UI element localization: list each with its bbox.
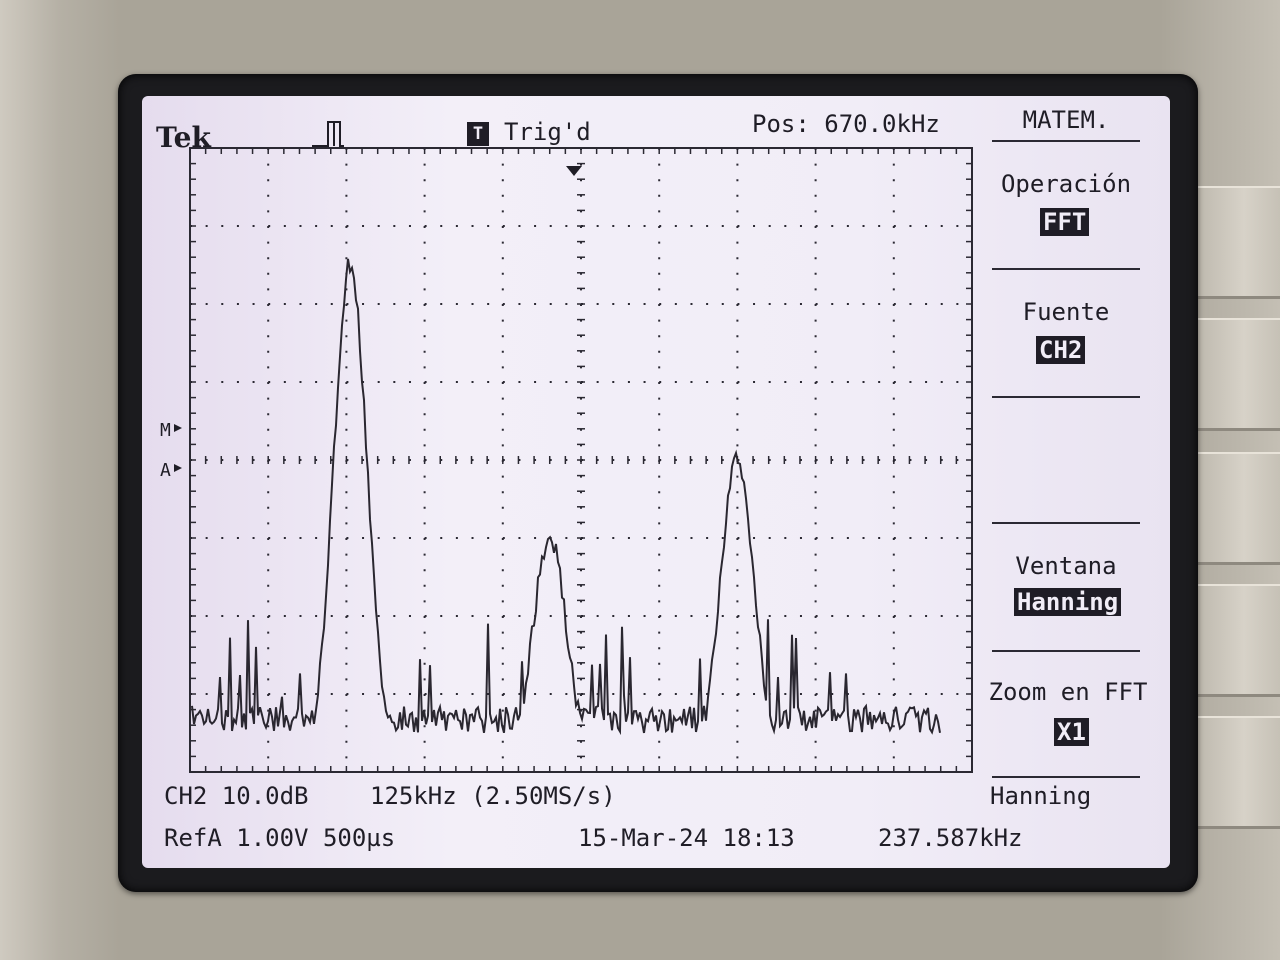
graticule: M A bbox=[160, 147, 973, 773]
menu-divider bbox=[992, 140, 1140, 142]
side-button-1[interactable] bbox=[1190, 186, 1280, 299]
ref-a-readout: RefA 1.00V 500µs bbox=[164, 824, 396, 852]
side-button-3[interactable] bbox=[1190, 452, 1280, 565]
trigger-badge: T bbox=[467, 122, 489, 146]
ref-a-marker: A bbox=[160, 460, 182, 481]
trigger-status: Trig'd bbox=[504, 118, 591, 146]
channel-scale-readout: CH2 10.0dB bbox=[164, 782, 309, 810]
ref-a-marker-label: A bbox=[160, 460, 171, 481]
oscilloscope-screen: Tek T Trig'd Pos: 670.0kHz M A MATEM. Op… bbox=[142, 96, 1170, 868]
window-value[interactable]: Hanning bbox=[1014, 588, 1122, 616]
zoom-label[interactable]: Zoom en FFT bbox=[988, 678, 1148, 706]
operation-value[interactable]: FFT bbox=[1040, 208, 1090, 236]
menu-divider bbox=[992, 776, 1140, 778]
window-name-readout: Hanning bbox=[990, 782, 1092, 810]
menu-divider bbox=[992, 396, 1140, 398]
position-readout: Pos: 670.0kHz bbox=[752, 110, 940, 138]
span-readout: 125kHz (2.50MS/s) bbox=[370, 782, 616, 810]
side-button-5[interactable] bbox=[1190, 716, 1280, 829]
window-label[interactable]: Ventana bbox=[1015, 552, 1117, 580]
menu-divider bbox=[992, 268, 1140, 270]
trigger-position-icon bbox=[566, 166, 582, 176]
fft-spectrum-trace bbox=[191, 258, 941, 736]
zoom-value[interactable]: X1 bbox=[1054, 718, 1089, 746]
menu-divider bbox=[992, 522, 1140, 524]
menu-divider bbox=[992, 650, 1140, 652]
side-button-4[interactable] bbox=[1190, 584, 1280, 697]
math-marker-label: M bbox=[160, 420, 171, 441]
operation-label[interactable]: Operación bbox=[1000, 170, 1132, 198]
source-value[interactable]: CH2 bbox=[1036, 336, 1086, 364]
source-label[interactable]: Fuente bbox=[1022, 298, 1110, 326]
frequency-readout: 237.587kHz bbox=[878, 824, 1023, 852]
side-button-2[interactable] bbox=[1190, 318, 1280, 431]
math-marker: M bbox=[160, 420, 182, 441]
menu-title: MATEM. bbox=[1022, 106, 1110, 134]
date-time-readout: 15-Mar-24 18:13 bbox=[578, 824, 795, 852]
